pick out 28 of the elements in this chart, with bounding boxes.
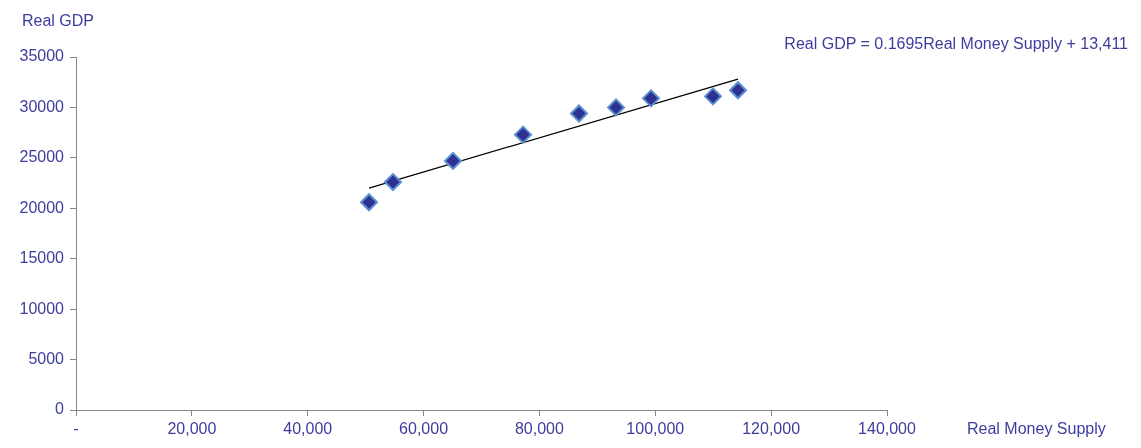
- point: [569, 104, 588, 123]
- point: [703, 87, 722, 106]
- point: [514, 125, 533, 144]
- point: [607, 98, 626, 117]
- y-tick-label: 5000: [28, 349, 65, 367]
- x-tick-label: -: [73, 420, 79, 438]
- y-tick-label: 10000: [19, 299, 65, 317]
- y-tick-label: 35000: [19, 47, 65, 65]
- x-axis-title: Real Money Supply: [967, 420, 1106, 438]
- x-tick-label: 20,000: [167, 420, 217, 438]
- x-tick-label: 100,000: [626, 420, 685, 438]
- y-tick-label: 15000: [19, 249, 65, 267]
- point: [360, 193, 378, 212]
- x-tick-label: 60,000: [399, 420, 449, 438]
- y-tick-label: 0: [55, 400, 65, 418]
- y-axis-title: Real GDP: [22, 12, 95, 29]
- x-tick-label: 140,000: [858, 420, 917, 438]
- point: [444, 151, 462, 170]
- point: [729, 81, 748, 100]
- x-tick-label: 120,000: [742, 420, 801, 438]
- x-tick-label: 80,000: [514, 420, 564, 438]
- text: Real GDP = 0.1695Real Money Supply + 13,411: [784, 35, 1129, 52]
- point: [383, 173, 402, 192]
- y-tick-label: 20000: [19, 198, 65, 216]
- y-tick-label: 25000: [19, 148, 65, 166]
- y-tick-label: 30000: [19, 97, 65, 115]
- x-tick-label: 40,000: [283, 420, 333, 438]
- point: [642, 89, 660, 108]
